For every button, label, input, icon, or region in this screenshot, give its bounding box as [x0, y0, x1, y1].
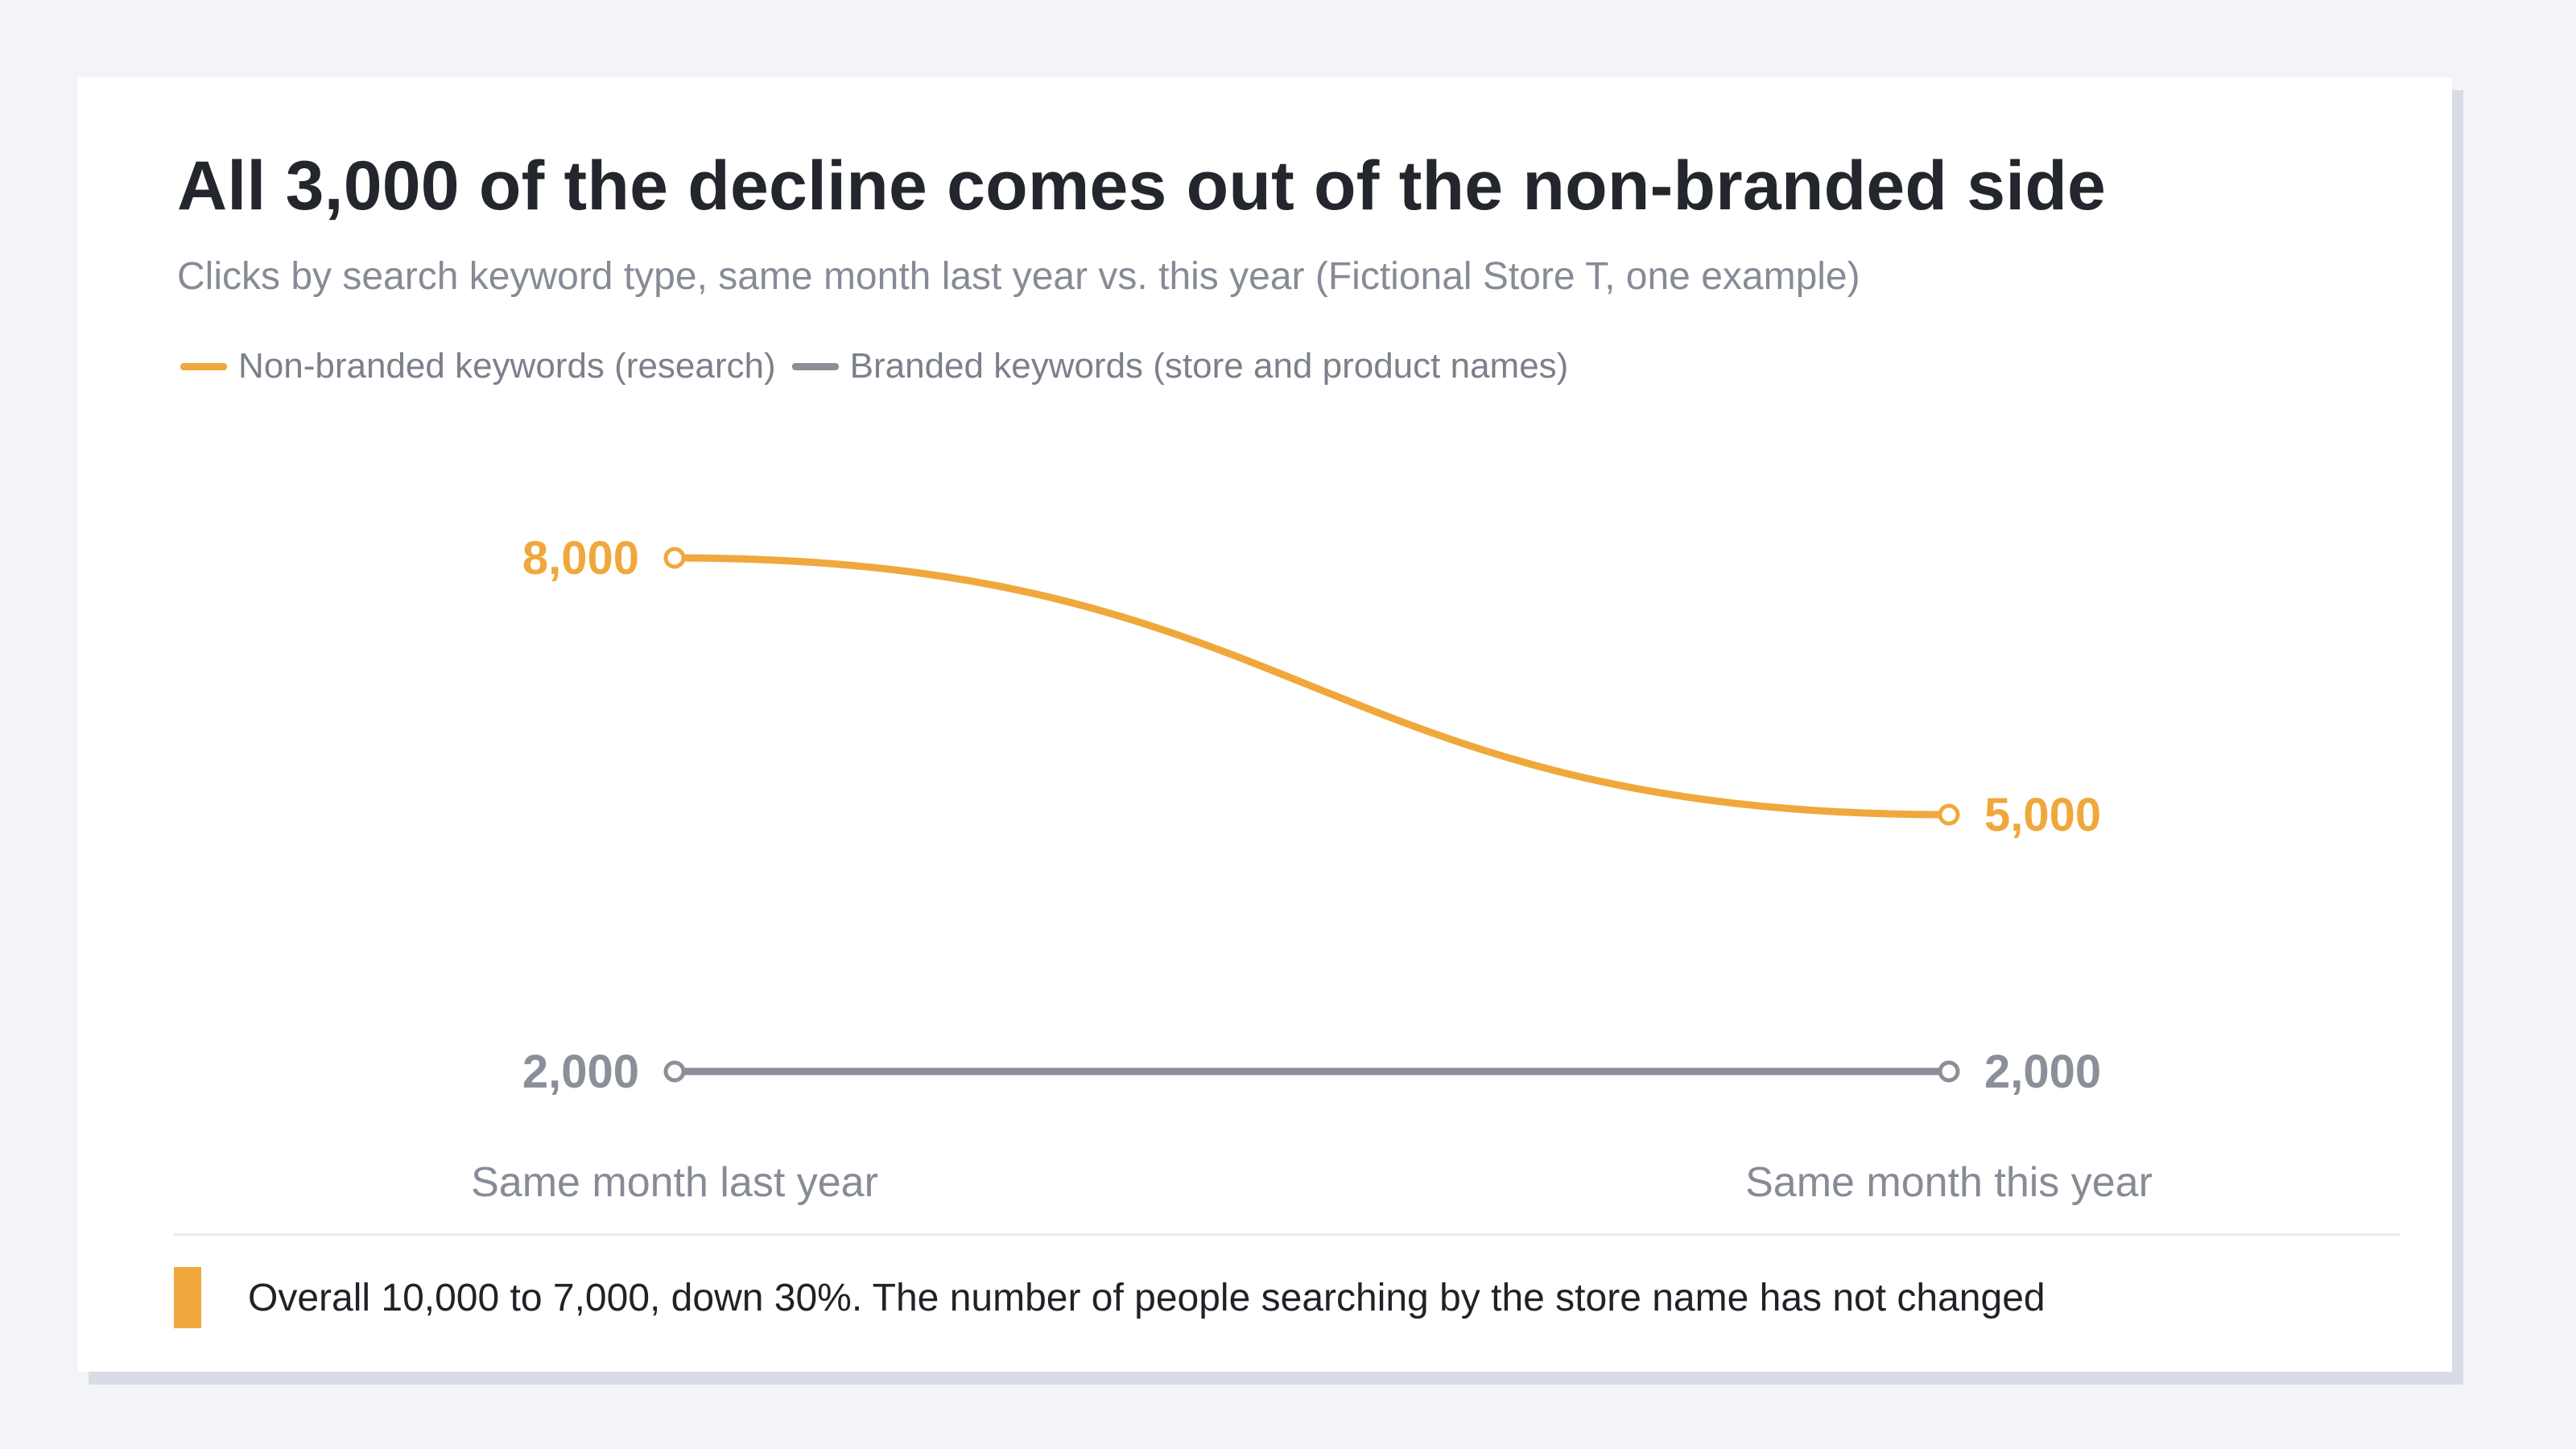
footnote: Overall 10,000 to 7,000, down 30%. The n… [174, 1267, 2046, 1328]
value-label-branded-1: 2,000 [1984, 1046, 2101, 1098]
point-branded-0 [663, 1060, 686, 1083]
x-tick-label-0: Same month last year [471, 1159, 878, 1206]
footnote-text: Overall 10,000 to 7,000, down 30%. The n… [248, 1276, 2046, 1319]
chart-card: All 3,000 of the decline comes out of th… [77, 77, 2452, 1372]
legend-swatch-nonbranded [180, 362, 227, 370]
legend-swatch-branded [791, 362, 839, 370]
value-label-nonbranded-1: 5,000 [1984, 789, 2101, 841]
footnote-marker [174, 1267, 201, 1328]
chart-legend: Non-branded keywords (research) Branded … [180, 346, 1584, 386]
footer-divider [174, 1233, 2401, 1236]
point-nonbranded-0 [663, 547, 686, 569]
chart-title: All 3,000 of the decline comes out of th… [177, 147, 2107, 225]
legend-item-nonbranded: Non-branded keywords (research) [180, 346, 776, 386]
point-nonbranded-1 [1938, 803, 1960, 826]
line-chart: 8,000 5,000 2,000 2,000 Same month last year… [471, 532, 2153, 1206]
value-label-branded-0: 2,000 [522, 1046, 639, 1098]
legend-item-branded: Branded keywords (store and product name… [791, 346, 1569, 386]
legend-label-branded: Branded keywords (store and product name… [849, 346, 1569, 386]
series-line-nonbranded [671, 554, 1953, 819]
legend-label-nonbranded: Non-branded keywords (research) [238, 346, 776, 386]
point-branded-1 [1938, 1060, 1960, 1083]
value-label-nonbranded-0: 8,000 [522, 532, 639, 584]
x-tick-label-1: Same month this year [1745, 1159, 2153, 1206]
chart-subtitle: Clicks by search keyword type, same mont… [177, 255, 1860, 298]
